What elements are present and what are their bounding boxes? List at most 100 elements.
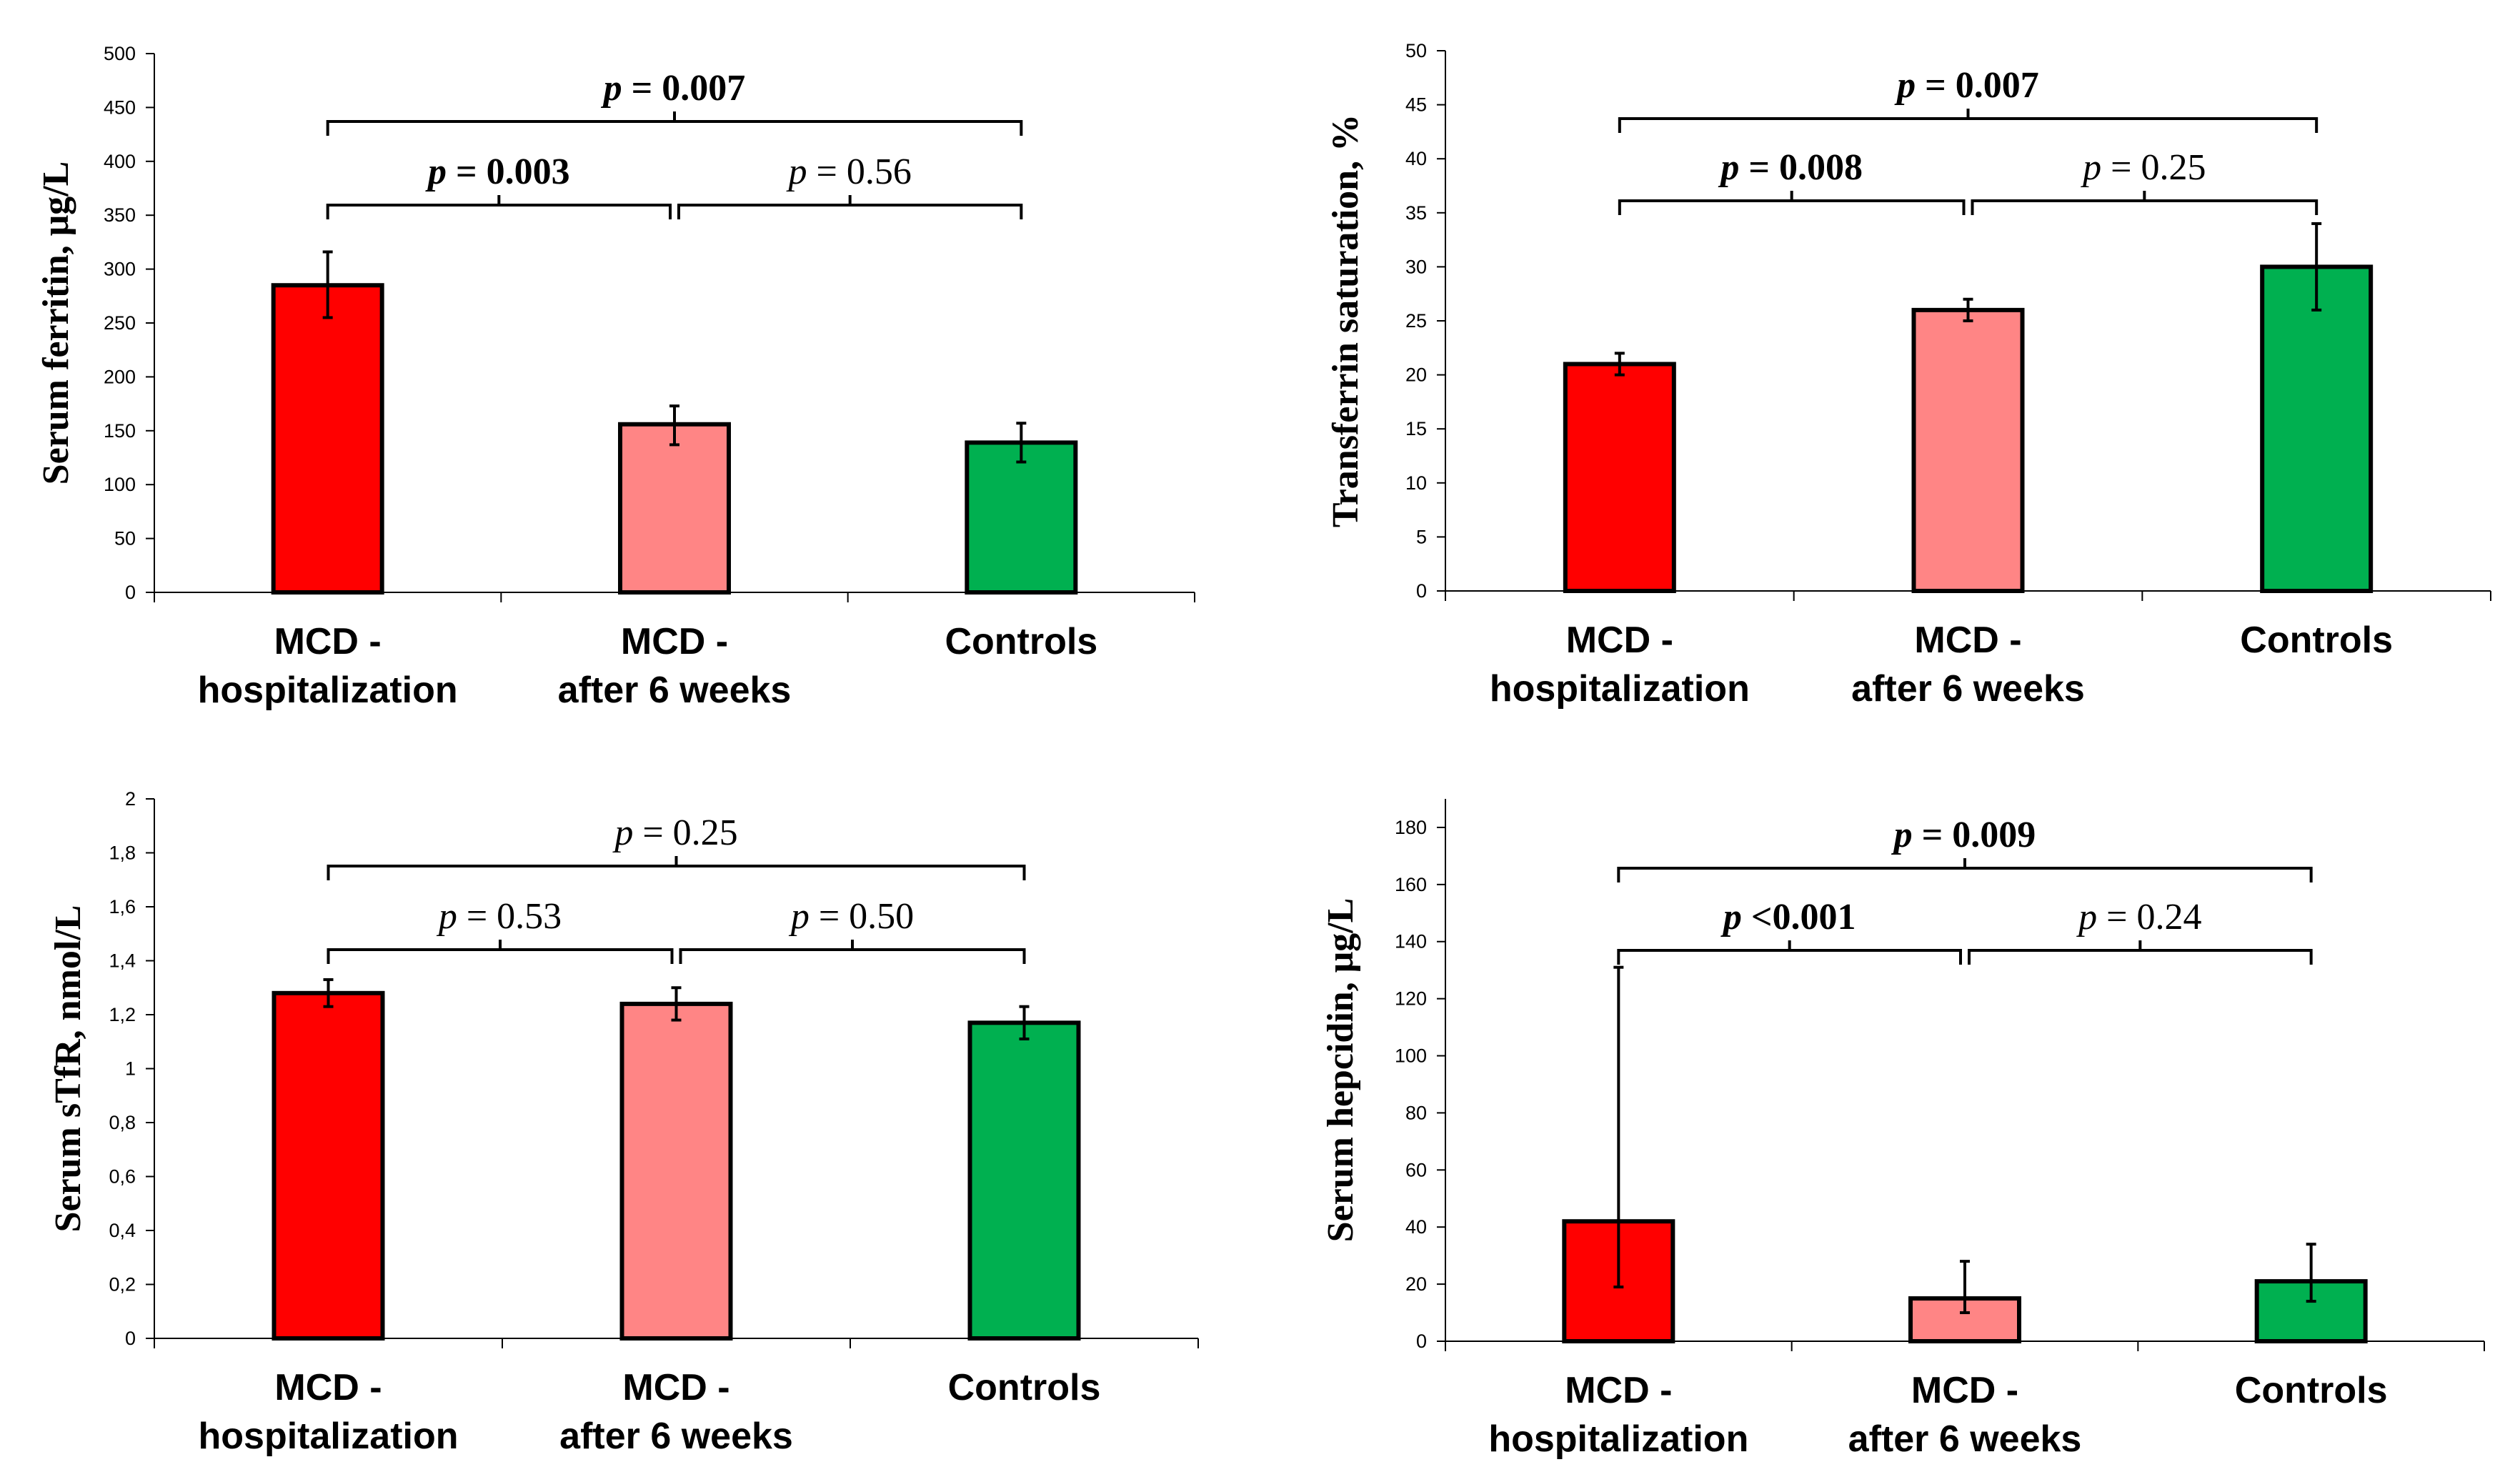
y-tick-label: 0 (125, 1328, 136, 1349)
y-tick-label: 140 (1395, 931, 1427, 953)
y-tick-label: 0,6 (109, 1166, 136, 1188)
category-label-controls: Controls (945, 621, 1097, 662)
bar-hospitalization (271, 283, 384, 595)
category-label-hospitalization: MCD - (274, 621, 382, 662)
significance-bracket (326, 195, 672, 219)
category-label-hospitalization: MCD - (274, 1367, 382, 1408)
significance-bracket (1618, 191, 1966, 215)
y-tick-label: 0,4 (109, 1220, 136, 1241)
bar-hospitalization (1563, 362, 1676, 593)
category-label-hospitalization: MCD - (1565, 1370, 1672, 1411)
category-label-hospitalization: hospitalization (198, 670, 458, 711)
y-tick-label: 400 (104, 151, 136, 172)
category-label-after-6-weeks: MCD - (1911, 1370, 2018, 1411)
panel-serum-stfr: 0 0,2 0,4 0,6 0,8 1 1,2 1,4 1,6 1,8 2 Serum sTfR, n… (48, 788, 1199, 1457)
category-label-after-6-weeks: after 6 weeks (1848, 1418, 2082, 1460)
y-tick-label: 10 (1405, 472, 1427, 494)
y-tick-label: 0 (1416, 580, 1427, 602)
panel-serum-hepcidin: 0 20 40 60 80 100 120 140 160 180 Serum hepcidin, … (1320, 799, 2485, 1460)
y-tick-label: 5 (1416, 526, 1427, 547)
category-label-after-6-weeks: after 6 weeks (558, 670, 792, 711)
y-tick-label: 80 (1405, 1102, 1427, 1123)
category-label-controls: Controls (2240, 620, 2393, 661)
p-value-label: p = 0.009 (1891, 815, 2036, 855)
y-tick-label: 1 (125, 1058, 136, 1080)
bar-controls (967, 1020, 1081, 1341)
panel-transferrin-saturation: 0 5 10 15 20 25 30 35 40 45 50 Transferrin saturati… (1325, 40, 2491, 710)
p-value-label: p = 0.50 (788, 896, 914, 937)
p-value-label: p = 0.007 (1894, 65, 2039, 106)
y-tick-label: 50 (1405, 40, 1427, 61)
bar-hospitalization (272, 990, 385, 1341)
category-label-hospitalization: hospitalization (199, 1416, 459, 1457)
y-tick-label: 1,4 (109, 950, 136, 972)
bar-after-6-weeks (618, 422, 731, 595)
y-tick-label: 25 (1405, 310, 1427, 332)
significance-bracket (1971, 191, 2319, 215)
bar-after-6-weeks (1911, 307, 2025, 593)
y-tick-label: 20 (1405, 364, 1427, 386)
p-value-label: p = 0.53 (436, 896, 562, 937)
significance-bracket (1617, 858, 2313, 882)
y-tick-label: 1,8 (109, 842, 136, 864)
category-label-after-6-weeks: MCD - (1914, 620, 2021, 661)
y-axis-label: Serum ferritin, μg/L (36, 161, 76, 485)
y-tick-label: 40 (1405, 1216, 1427, 1238)
y-axis-label: Transferrin saturation, % (1325, 114, 1366, 527)
significance-bracket (1618, 109, 2319, 133)
y-tick-label: 300 (104, 259, 136, 280)
y-axis-label: Serum sTfR, nmol/L (48, 905, 89, 1233)
p-value-label: p = 0.25 (612, 812, 737, 853)
y-tick-label: 180 (1395, 817, 1427, 838)
y-axis-label: Serum hepcidin, μg/L (1320, 898, 1361, 1243)
y-tick-label: 2 (125, 788, 136, 810)
y-tick-label: 0 (125, 582, 136, 603)
y-tick-label: 45 (1405, 94, 1427, 116)
significance-bracket (1968, 940, 2313, 965)
y-tick-label: 100 (104, 474, 136, 495)
y-tick-label: 35 (1405, 202, 1427, 224)
category-label-after-6-weeks: MCD - (622, 1367, 729, 1408)
category-label-after-6-weeks: after 6 weeks (1851, 668, 2085, 710)
y-tick-label: 160 (1395, 874, 1427, 895)
y-tick-label: 20 (1405, 1273, 1427, 1295)
y-tick-label: 0,8 (109, 1112, 136, 1133)
y-tick-label: 0 (1416, 1331, 1427, 1352)
category-label-after-6-weeks: MCD - (621, 621, 728, 662)
p-value-label: p = 0.56 (786, 151, 912, 192)
category-label-controls: Controls (948, 1367, 1101, 1408)
p-value-label: p = 0.24 (2076, 897, 2201, 938)
y-tick-label: 15 (1405, 418, 1427, 439)
y-tick-label: 500 (104, 43, 136, 64)
bar-controls (2260, 264, 2374, 593)
significance-bracket (679, 940, 1026, 964)
p-value-label: p <0.001 (1720, 897, 1856, 938)
y-tick-label: 50 (114, 528, 136, 549)
p-value-label: p = 0.003 (425, 151, 570, 192)
y-tick-label: 350 (104, 204, 136, 226)
significance-bracket (1617, 940, 1962, 965)
significance-bracket (327, 940, 674, 964)
y-tick-label: 200 (104, 366, 136, 387)
y-tick-label: 30 (1405, 256, 1427, 277)
category-label-controls: Controls (2235, 1370, 2388, 1411)
significance-bracket (327, 856, 1026, 880)
y-tick-label: 250 (104, 312, 136, 334)
y-tick-label: 150 (104, 420, 136, 442)
y-tick-label: 450 (104, 96, 136, 118)
y-tick-label: 60 (1405, 1159, 1427, 1180)
y-tick-label: 40 (1405, 148, 1427, 169)
y-tick-label: 1,6 (109, 896, 136, 917)
panel-serum-ferritin: 0 50 100 150 200 250 300 350 400 450 500 Serum ferr… (36, 43, 1195, 711)
category-label-hospitalization: hospitalization (1490, 668, 1750, 710)
y-tick-label: 1,2 (109, 1004, 136, 1025)
p-value-label: p = 0.007 (601, 68, 746, 109)
significance-bracket (326, 111, 1023, 136)
category-label-hospitalization: MCD - (1566, 620, 1673, 661)
p-value-label: p = 0.008 (1718, 147, 1863, 188)
significance-bracket (677, 195, 1023, 219)
category-label-after-6-weeks: after 6 weeks (559, 1416, 793, 1457)
bar-after-6-weeks (619, 1001, 733, 1341)
y-tick-label: 120 (1395, 988, 1427, 1010)
y-tick-label: 0,2 (109, 1274, 136, 1295)
